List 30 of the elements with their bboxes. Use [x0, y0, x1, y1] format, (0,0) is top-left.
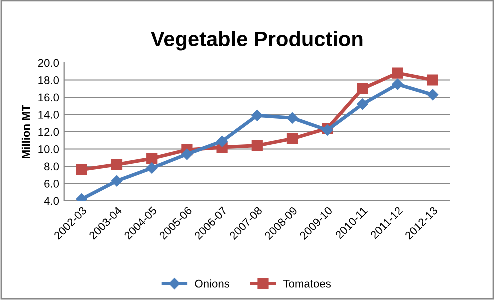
y-tick-label: 18.0 — [38, 76, 60, 84]
point — [427, 89, 439, 101]
y-axis-title: Million MT — [22, 104, 30, 158]
point — [357, 98, 368, 110]
point — [286, 133, 298, 144]
y-tick-label: 8.0 — [44, 162, 60, 171]
point — [392, 78, 404, 90]
y-tick-label: 12.0 — [38, 128, 60, 136]
point — [392, 68, 404, 79]
point — [357, 83, 368, 94]
point — [252, 140, 263, 152]
point — [427, 74, 438, 86]
legend-label: Tomatoes — [283, 280, 332, 288]
point — [252, 110, 264, 122]
chart-title: Vegetable Production — [151, 31, 363, 51]
y-tick-label: 4.0 — [44, 197, 60, 206]
y-tick-label: 10.0 — [38, 146, 60, 154]
point — [146, 153, 158, 164]
y-tick-label: 20.0 — [38, 59, 60, 68]
legend-label: Onions — [195, 280, 230, 288]
point — [182, 148, 193, 160]
point — [286, 112, 298, 124]
y-tick-label: 6.0 — [44, 180, 60, 188]
point — [146, 162, 158, 174]
point — [216, 136, 228, 148]
point — [111, 159, 123, 170]
point — [76, 164, 88, 176]
y-tick-label: 16.0 — [38, 94, 60, 102]
y-tick-label: 14.0 — [38, 111, 60, 119]
point — [111, 176, 123, 187]
